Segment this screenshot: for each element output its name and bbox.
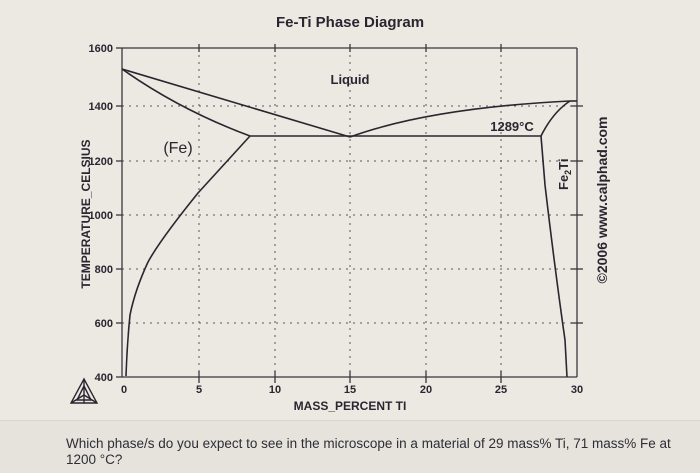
fe2ti-label: Fe2Ti bbox=[556, 158, 573, 190]
phase-diagram-plot: 1600 1400 1200 1000 800 600 400 0 5 10 1… bbox=[69, 43, 583, 404]
fe-solvus bbox=[125, 135, 251, 377]
svg-text:400: 400 bbox=[95, 372, 113, 384]
solidus-fe-side bbox=[121, 68, 251, 137]
software-logo-icon bbox=[69, 377, 99, 404]
eutectic-temp-label: 1289°C bbox=[490, 119, 534, 134]
x-tick-labels: 0 5 10 15 20 25 30 bbox=[121, 384, 583, 396]
question-area bbox=[0, 420, 700, 473]
copyright-text: ©2006 www.calphad.com bbox=[594, 116, 610, 284]
svg-text:5: 5 bbox=[196, 384, 202, 396]
liquidus-fe-side bbox=[121, 68, 351, 138]
svg-text:600: 600 bbox=[95, 318, 113, 330]
y-axis-label: TEMPERATURE_CELSIUS bbox=[79, 139, 93, 289]
y-tick-labels: 1600 1400 1200 1000 800 600 400 bbox=[89, 43, 113, 384]
phase-boundaries bbox=[121, 68, 577, 378]
liquid-label: Liquid bbox=[331, 72, 370, 87]
svg-text:30: 30 bbox=[571, 384, 583, 396]
svg-text:25: 25 bbox=[495, 384, 507, 396]
svg-text:20: 20 bbox=[420, 384, 432, 396]
axes bbox=[116, 44, 583, 383]
svg-text:Fe2Ti: Fe2Ti bbox=[556, 158, 573, 190]
svg-text:0: 0 bbox=[121, 384, 127, 396]
svg-text:15: 15 bbox=[344, 384, 356, 396]
fe2ti-left-boundary bbox=[540, 135, 568, 378]
grid-lines bbox=[122, 48, 577, 377]
x-axis-label: MASS_PERCENT TI bbox=[293, 399, 407, 413]
fe-phase-label: (Fe) bbox=[163, 140, 192, 157]
svg-text:1200: 1200 bbox=[89, 156, 113, 168]
chart-screen: Fe-Ti Phase Diagram bbox=[69, 14, 610, 413]
fe2ti-right-liquidus bbox=[540, 100, 571, 137]
svg-text:10: 10 bbox=[269, 384, 281, 396]
svg-text:1000: 1000 bbox=[89, 210, 113, 222]
chart-title: Fe-Ti Phase Diagram bbox=[275, 14, 425, 31]
liquidus-fe2ti-side bbox=[349, 100, 571, 138]
svg-text:800: 800 bbox=[95, 264, 113, 276]
svg-text:1600: 1600 bbox=[89, 43, 113, 55]
question-text: Which phase/s do you expect to see in th… bbox=[66, 436, 671, 467]
svg-text:1400: 1400 bbox=[89, 101, 113, 113]
